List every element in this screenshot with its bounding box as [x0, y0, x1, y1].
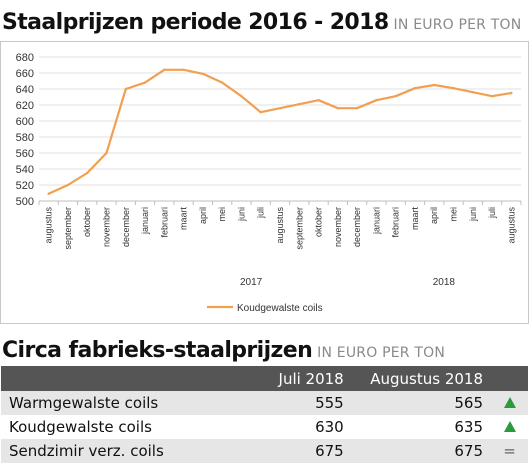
x-tick-label: oktober [82, 207, 92, 237]
y-tick-label: 540 [16, 164, 34, 176]
x-tick-label: april [429, 207, 439, 224]
x-tick-label: juli [256, 207, 266, 219]
data-point [66, 183, 70, 187]
data-point [317, 99, 320, 102]
trend-up-icon [503, 397, 516, 408]
row-august-price: 635 [351, 415, 492, 439]
x-tick-label: december [121, 207, 131, 247]
data-point [220, 81, 224, 84]
data-point [510, 91, 513, 95]
row-label: Warmgewalste coils [1, 391, 243, 415]
data-point [413, 87, 417, 90]
table-row: Warmgewalste coils 555 565 [1, 391, 528, 415]
table-row: Koudgewalste coils 630 635 [1, 415, 528, 439]
data-point [143, 81, 147, 84]
row-july-price: 555 [242, 391, 352, 415]
table-row: Sendzimir verz. coils 675 675 = [1, 439, 528, 463]
data-point [105, 151, 108, 155]
chart-panel: 500 520 540 560 580 600 620 640 660 680 augustus se… [0, 41, 529, 324]
y-tick-label: 520 [16, 180, 34, 192]
x-tick-label: april [198, 207, 208, 224]
y-tick-label: 680 [16, 52, 34, 64]
data-point [124, 87, 127, 91]
table-heading: Circa fabrieks-staalprijzen IN EURO PER T… [2, 338, 445, 363]
trend-cell [491, 415, 528, 439]
x-tick-label: augustus [44, 207, 54, 244]
row-label: Sendzimir verz. coils [1, 439, 243, 463]
x-tick-label: maart [179, 207, 189, 231]
y-tick-label: 660 [16, 68, 34, 80]
header-july: Juli 2018 [242, 366, 352, 391]
chart-heading: Staalprijzen periode 2016 - 2018 IN EURO … [2, 10, 521, 35]
data-point [163, 68, 166, 71]
x-tick-label: juni [468, 207, 478, 222]
y-tick-label: 640 [16, 84, 34, 96]
data-point [278, 107, 282, 110]
legend-label: Koudgewalste coils [237, 303, 323, 314]
x-tick-label: november [333, 207, 343, 247]
data-point [433, 83, 436, 87]
x-tick-label: november [101, 207, 111, 247]
x-tick-label: augustus [275, 207, 285, 244]
data-point [201, 72, 205, 75]
table-unit: IN EURO PER TON [317, 345, 445, 361]
x-tick-label: september [294, 207, 304, 250]
table-title: Circa fabrieks-staalprijzen [2, 338, 313, 363]
x-tick-label: juni [236, 207, 246, 222]
y-tick-label: 580 [16, 132, 34, 144]
table-header-row: Juli 2018 Augustus 2018 [1, 366, 528, 391]
data-point [452, 87, 455, 90]
data-point [240, 95, 243, 98]
trend-cell [491, 391, 528, 415]
year-group-label: 2018 [433, 277, 456, 288]
trend-cell: = [491, 439, 528, 463]
row-august-price: 565 [351, 391, 492, 415]
x-tick-label: mei [217, 207, 227, 222]
data-point [259, 111, 262, 114]
data-point [182, 68, 185, 71]
data-point [47, 192, 50, 195]
price-table: Juli 2018 Augustus 2018 Warmgewalste coi… [1, 366, 528, 463]
y-tick-label: 600 [16, 116, 34, 128]
data-point [336, 107, 340, 110]
data-point [355, 107, 359, 110]
y-tick-label: 500 [16, 196, 34, 208]
data-point [471, 91, 474, 94]
x-tick-label: juli [487, 207, 497, 219]
trend-up-icon [503, 421, 516, 432]
data-point [375, 99, 378, 102]
year-group-label: 2017 [240, 277, 263, 288]
row-july-price: 675 [242, 439, 352, 463]
x-tick-label: februari [391, 207, 401, 238]
x-tick-label: maart [410, 207, 420, 231]
row-july-price: 630 [242, 415, 352, 439]
y-tick-label: 620 [16, 100, 34, 112]
row-august-price: 675 [351, 439, 492, 463]
series-line [48, 68, 512, 195]
y-tick-label: 560 [16, 148, 34, 160]
data-point [394, 95, 397, 98]
x-tick-label: oktober [314, 207, 324, 237]
header-trend [491, 366, 528, 391]
chart-title: Staalprijzen periode 2016 - 2018 [2, 10, 389, 35]
x-tick-label: mei [449, 207, 459, 222]
data-point [86, 171, 89, 175]
x-tick-label: januari [140, 207, 150, 235]
x-tick-label: december [352, 207, 362, 247]
x-tick-label: februari [159, 207, 169, 238]
header-label [1, 366, 243, 391]
chart-unit: IN EURO PER TON [393, 17, 522, 33]
data-point [298, 103, 301, 106]
header-august: Augustus 2018 [351, 366, 492, 391]
x-tick-label: september [63, 207, 73, 250]
line-chart: 500 520 540 560 580 600 620 640 660 680 augustus se… [16, 52, 522, 314]
data-point [490, 95, 494, 98]
row-label: Koudgewalste coils [1, 415, 243, 439]
x-tick-label: augustus [506, 207, 516, 244]
trend-equal-icon: = [503, 442, 516, 460]
x-tick-label: januari [371, 207, 381, 235]
